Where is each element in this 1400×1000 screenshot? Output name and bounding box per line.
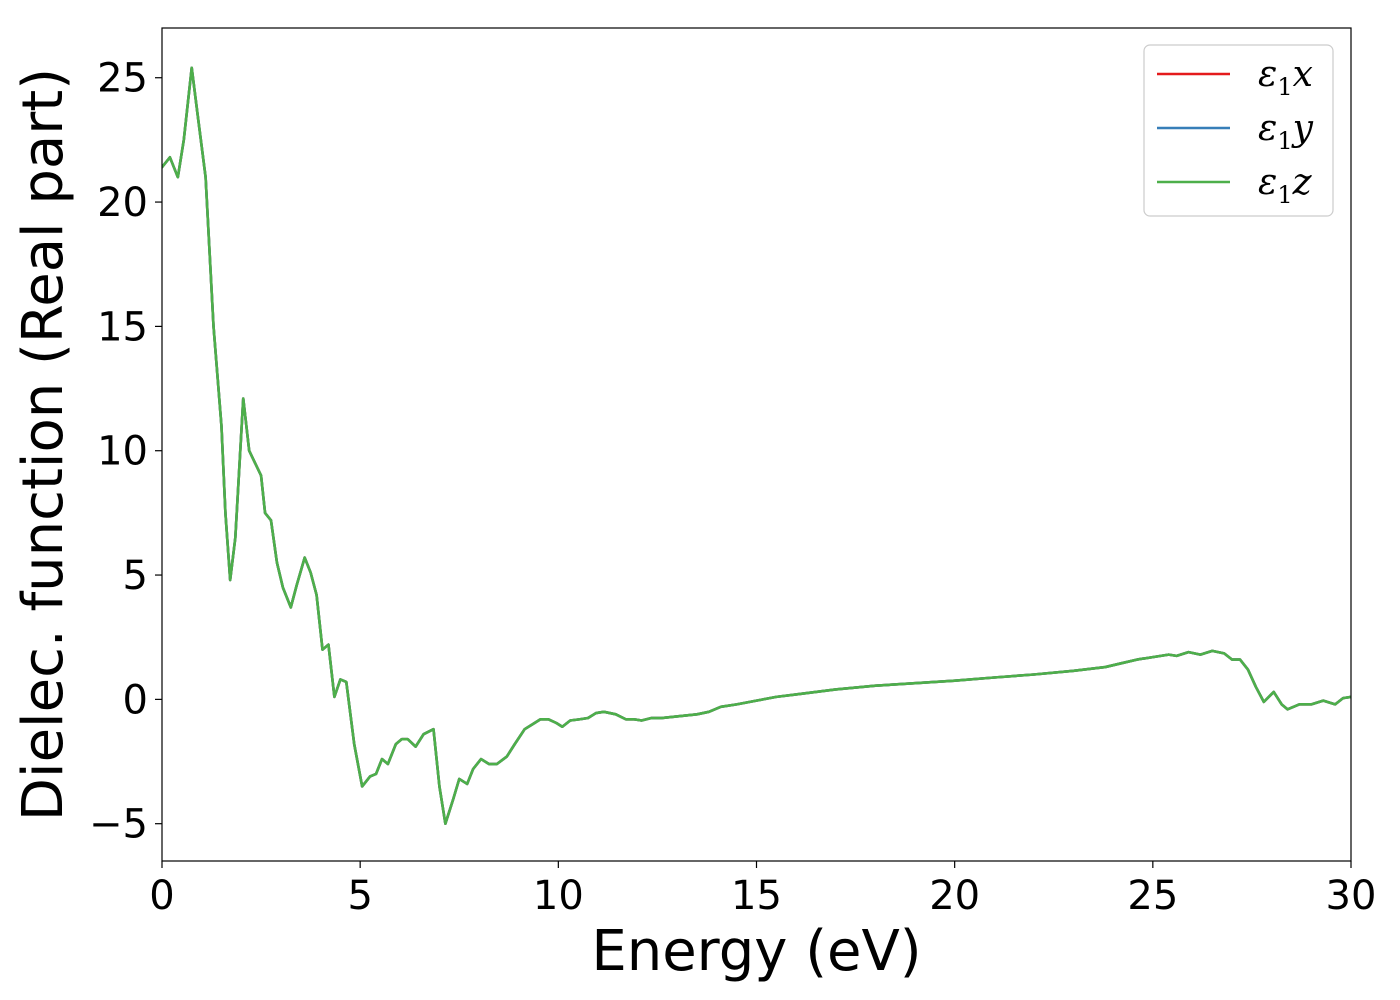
y-tick-label: 15 bbox=[97, 304, 148, 350]
legend-label-y: ε1y bbox=[1258, 108, 1314, 155]
legend-axis: y bbox=[1291, 108, 1314, 149]
legend-subscript: 1 bbox=[1277, 181, 1292, 209]
y-tick-label: 5 bbox=[123, 553, 148, 599]
x-tick-label: 10 bbox=[533, 873, 584, 919]
x-tick-label: 20 bbox=[929, 873, 980, 919]
x-axis-label: Energy (eV) bbox=[591, 919, 921, 984]
x-tick-label: 5 bbox=[347, 873, 372, 919]
legend-subscript: 1 bbox=[1277, 73, 1292, 101]
y-tick-label: 10 bbox=[97, 429, 148, 475]
y-axis-label: Dielec. function (Real part) bbox=[11, 68, 76, 821]
legend-label-x: ε1x bbox=[1258, 54, 1313, 101]
legend-label-z: ε1z bbox=[1258, 162, 1313, 209]
x-tick-label: 30 bbox=[1326, 873, 1377, 919]
y-axis: −5 0 5 10 15 20 25 bbox=[89, 56, 162, 848]
y-tick-label: −5 bbox=[89, 802, 148, 848]
legend-axis: x bbox=[1293, 54, 1313, 95]
y-tick-label: 0 bbox=[123, 677, 148, 723]
y-tick-label: 25 bbox=[97, 56, 148, 102]
x-tick-label: 15 bbox=[731, 873, 782, 919]
legend-box bbox=[1143, 44, 1334, 217]
y-tick-label: 20 bbox=[97, 180, 148, 226]
legend-item-z: ε1z bbox=[1157, 162, 1313, 209]
x-axis: 0 5 10 15 20 25 30 bbox=[149, 861, 1376, 919]
legend-axis: z bbox=[1292, 162, 1313, 203]
legend-subscript: 1 bbox=[1277, 127, 1292, 155]
legend-symbol: ε bbox=[1258, 108, 1277, 149]
legend-symbol: ε bbox=[1258, 54, 1277, 95]
x-tick-label: 25 bbox=[1127, 873, 1178, 919]
legend-item-y: ε1y bbox=[1157, 108, 1314, 155]
legend-symbol: ε bbox=[1258, 162, 1277, 203]
series-line-z bbox=[162, 66, 1351, 825]
series-layer bbox=[162, 66, 1351, 825]
legend-item-x: ε1x bbox=[1157, 54, 1313, 101]
x-tick-label: 0 bbox=[149, 873, 174, 919]
